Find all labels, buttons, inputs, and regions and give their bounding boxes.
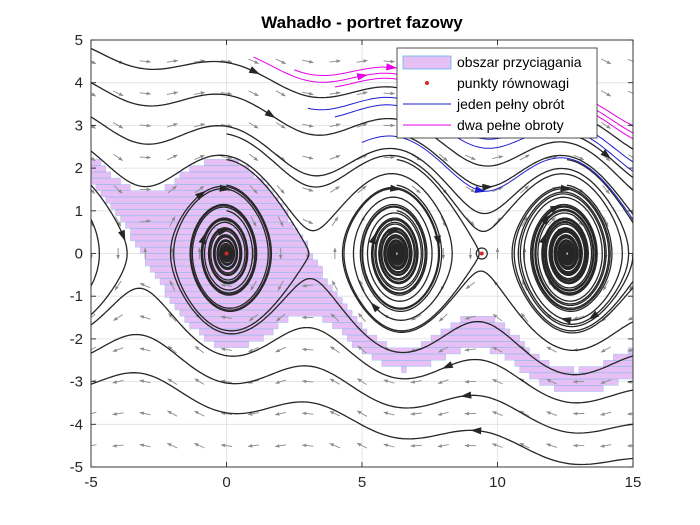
trajectory xyxy=(633,180,700,241)
y-tick-label: 4 xyxy=(75,75,83,92)
vector-arrow xyxy=(140,157,151,158)
x-tick-label: 15 xyxy=(625,474,642,491)
trajectory xyxy=(633,48,700,54)
legend-swatch-basin xyxy=(403,56,451,69)
trajectory xyxy=(9,441,91,460)
legend-label-one-rotation: jeden pełny obrót xyxy=(456,96,565,112)
legend-label-basin: obszar przyciągania xyxy=(457,54,582,70)
trajectory xyxy=(21,206,99,310)
vector-arrow xyxy=(573,381,584,382)
equilibrium-point xyxy=(225,252,229,256)
vector-arrow xyxy=(302,349,313,350)
trajectory-arrowhead xyxy=(67,390,78,397)
y-tick-label: 5 xyxy=(75,32,83,49)
trajectory xyxy=(633,139,700,159)
y-tick-label: 3 xyxy=(75,117,83,134)
trajectory xyxy=(633,80,700,90)
legend: obszar przyciągania punkty równowagi jed… xyxy=(397,48,597,138)
trajectory-arrowhead xyxy=(643,153,654,160)
legend-swatch-equilibria xyxy=(425,81,429,85)
trajectory xyxy=(633,163,700,196)
y-tick-label: -2 xyxy=(70,331,83,348)
equilibrium-point xyxy=(480,252,484,256)
trajectory-arrowhead xyxy=(69,357,80,364)
x-tick-label: 10 xyxy=(489,474,506,491)
y-tick-label: -5 xyxy=(70,459,83,476)
trajectory-arrowhead xyxy=(49,216,60,223)
y-tick-label: -4 xyxy=(70,416,83,433)
trajectory-arrowhead xyxy=(641,232,651,242)
y-tick-label: 2 xyxy=(75,160,83,177)
trajectory-arrowhead xyxy=(642,189,653,196)
x-tick-label: -5 xyxy=(84,474,97,491)
y-tick-label: 0 xyxy=(75,246,83,263)
x-tick-label: 5 xyxy=(358,474,366,491)
chart-title: Wahadło - portret fazowy xyxy=(261,13,463,32)
x-tick-label: 0 xyxy=(222,474,230,491)
trajectory-arrowhead xyxy=(66,235,73,246)
legend-entry-basin: obszar przyciągania xyxy=(403,54,582,70)
y-tick-label: -1 xyxy=(70,288,83,305)
trajectory xyxy=(633,111,700,124)
y-tick-label: 1 xyxy=(75,203,83,220)
trajectory-arrowhead xyxy=(643,49,654,56)
trajectory-arrowhead xyxy=(645,84,656,91)
legend-label-two-rotations: dwa pełne obroty xyxy=(457,117,564,133)
vector-arrow xyxy=(465,381,476,382)
legend-label-equilibria: punkty równowagi xyxy=(457,75,569,91)
y-tick-label: -3 xyxy=(70,374,83,391)
trajectory-arrowhead xyxy=(645,118,656,125)
